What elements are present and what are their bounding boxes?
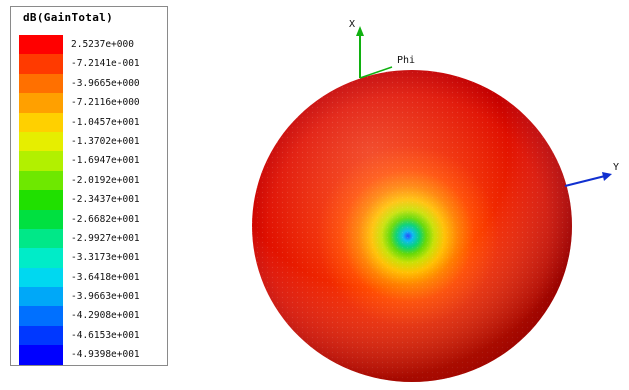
legend-value: -7.2116e+000 (71, 97, 140, 109)
legend-swatch (19, 248, 63, 268)
legend-value: -4.2908e+001 (71, 310, 140, 322)
legend-value: -3.6418e+001 (71, 271, 140, 283)
legend-value: -4.9398e+001 (71, 349, 140, 361)
legend-value: -1.3702e+001 (71, 135, 140, 147)
legend-swatch (19, 190, 63, 210)
axis-triad: X Phi Y (349, 19, 619, 187)
legend-swatch (19, 306, 63, 326)
legend-value: -7.2141e-001 (71, 58, 140, 70)
y-axis-label: Y (613, 162, 619, 173)
legend-value: -3.9665e+000 (71, 77, 140, 89)
y-axis-arrow (602, 172, 612, 181)
legend-value: -2.9927e+001 (71, 232, 140, 244)
legend-swatch (19, 345, 63, 365)
color-legend: dB(GainTotal) 2.5237e+000 -7.2141e-001 -3.… (10, 6, 168, 366)
legend-swatch (19, 170, 63, 191)
phi-label: Phi (397, 55, 415, 66)
gain-sphere (252, 70, 572, 382)
legend-swatch (19, 35, 63, 55)
legend-value: -3.3173e+001 (71, 252, 140, 264)
legend-swatch (19, 73, 63, 94)
legend-value: -2.0192e+001 (71, 174, 140, 186)
legend-swatch (19, 112, 63, 132)
legend-swatch (19, 267, 63, 288)
y-axis-line (564, 175, 606, 187)
x-axis-arrow (356, 26, 364, 36)
legend-swatch (19, 287, 63, 307)
phi-line (359, 66, 393, 79)
legend-swatch (19, 209, 63, 229)
legend-swatch (19, 151, 63, 171)
legend-value: 2.5237e+000 (71, 39, 134, 50)
legend-value: -1.6947e+001 (71, 155, 140, 167)
legend-swatch (19, 54, 63, 74)
legend-swatch (19, 228, 63, 249)
legend-title: dB(GainTotal) (23, 11, 113, 24)
legend-swatch (19, 131, 63, 152)
legend-swatch (19, 325, 63, 346)
legend-value: -2.3437e+001 (71, 194, 140, 206)
legend-value: -4.6153e+001 (71, 329, 140, 341)
legend-value: -3.9663e+001 (71, 291, 140, 303)
legend-value: -2.6682e+001 (71, 213, 140, 225)
legend-swatch (19, 93, 63, 113)
x-axis-label: X (349, 19, 355, 30)
legend-value: -1.0457e+001 (71, 116, 140, 128)
